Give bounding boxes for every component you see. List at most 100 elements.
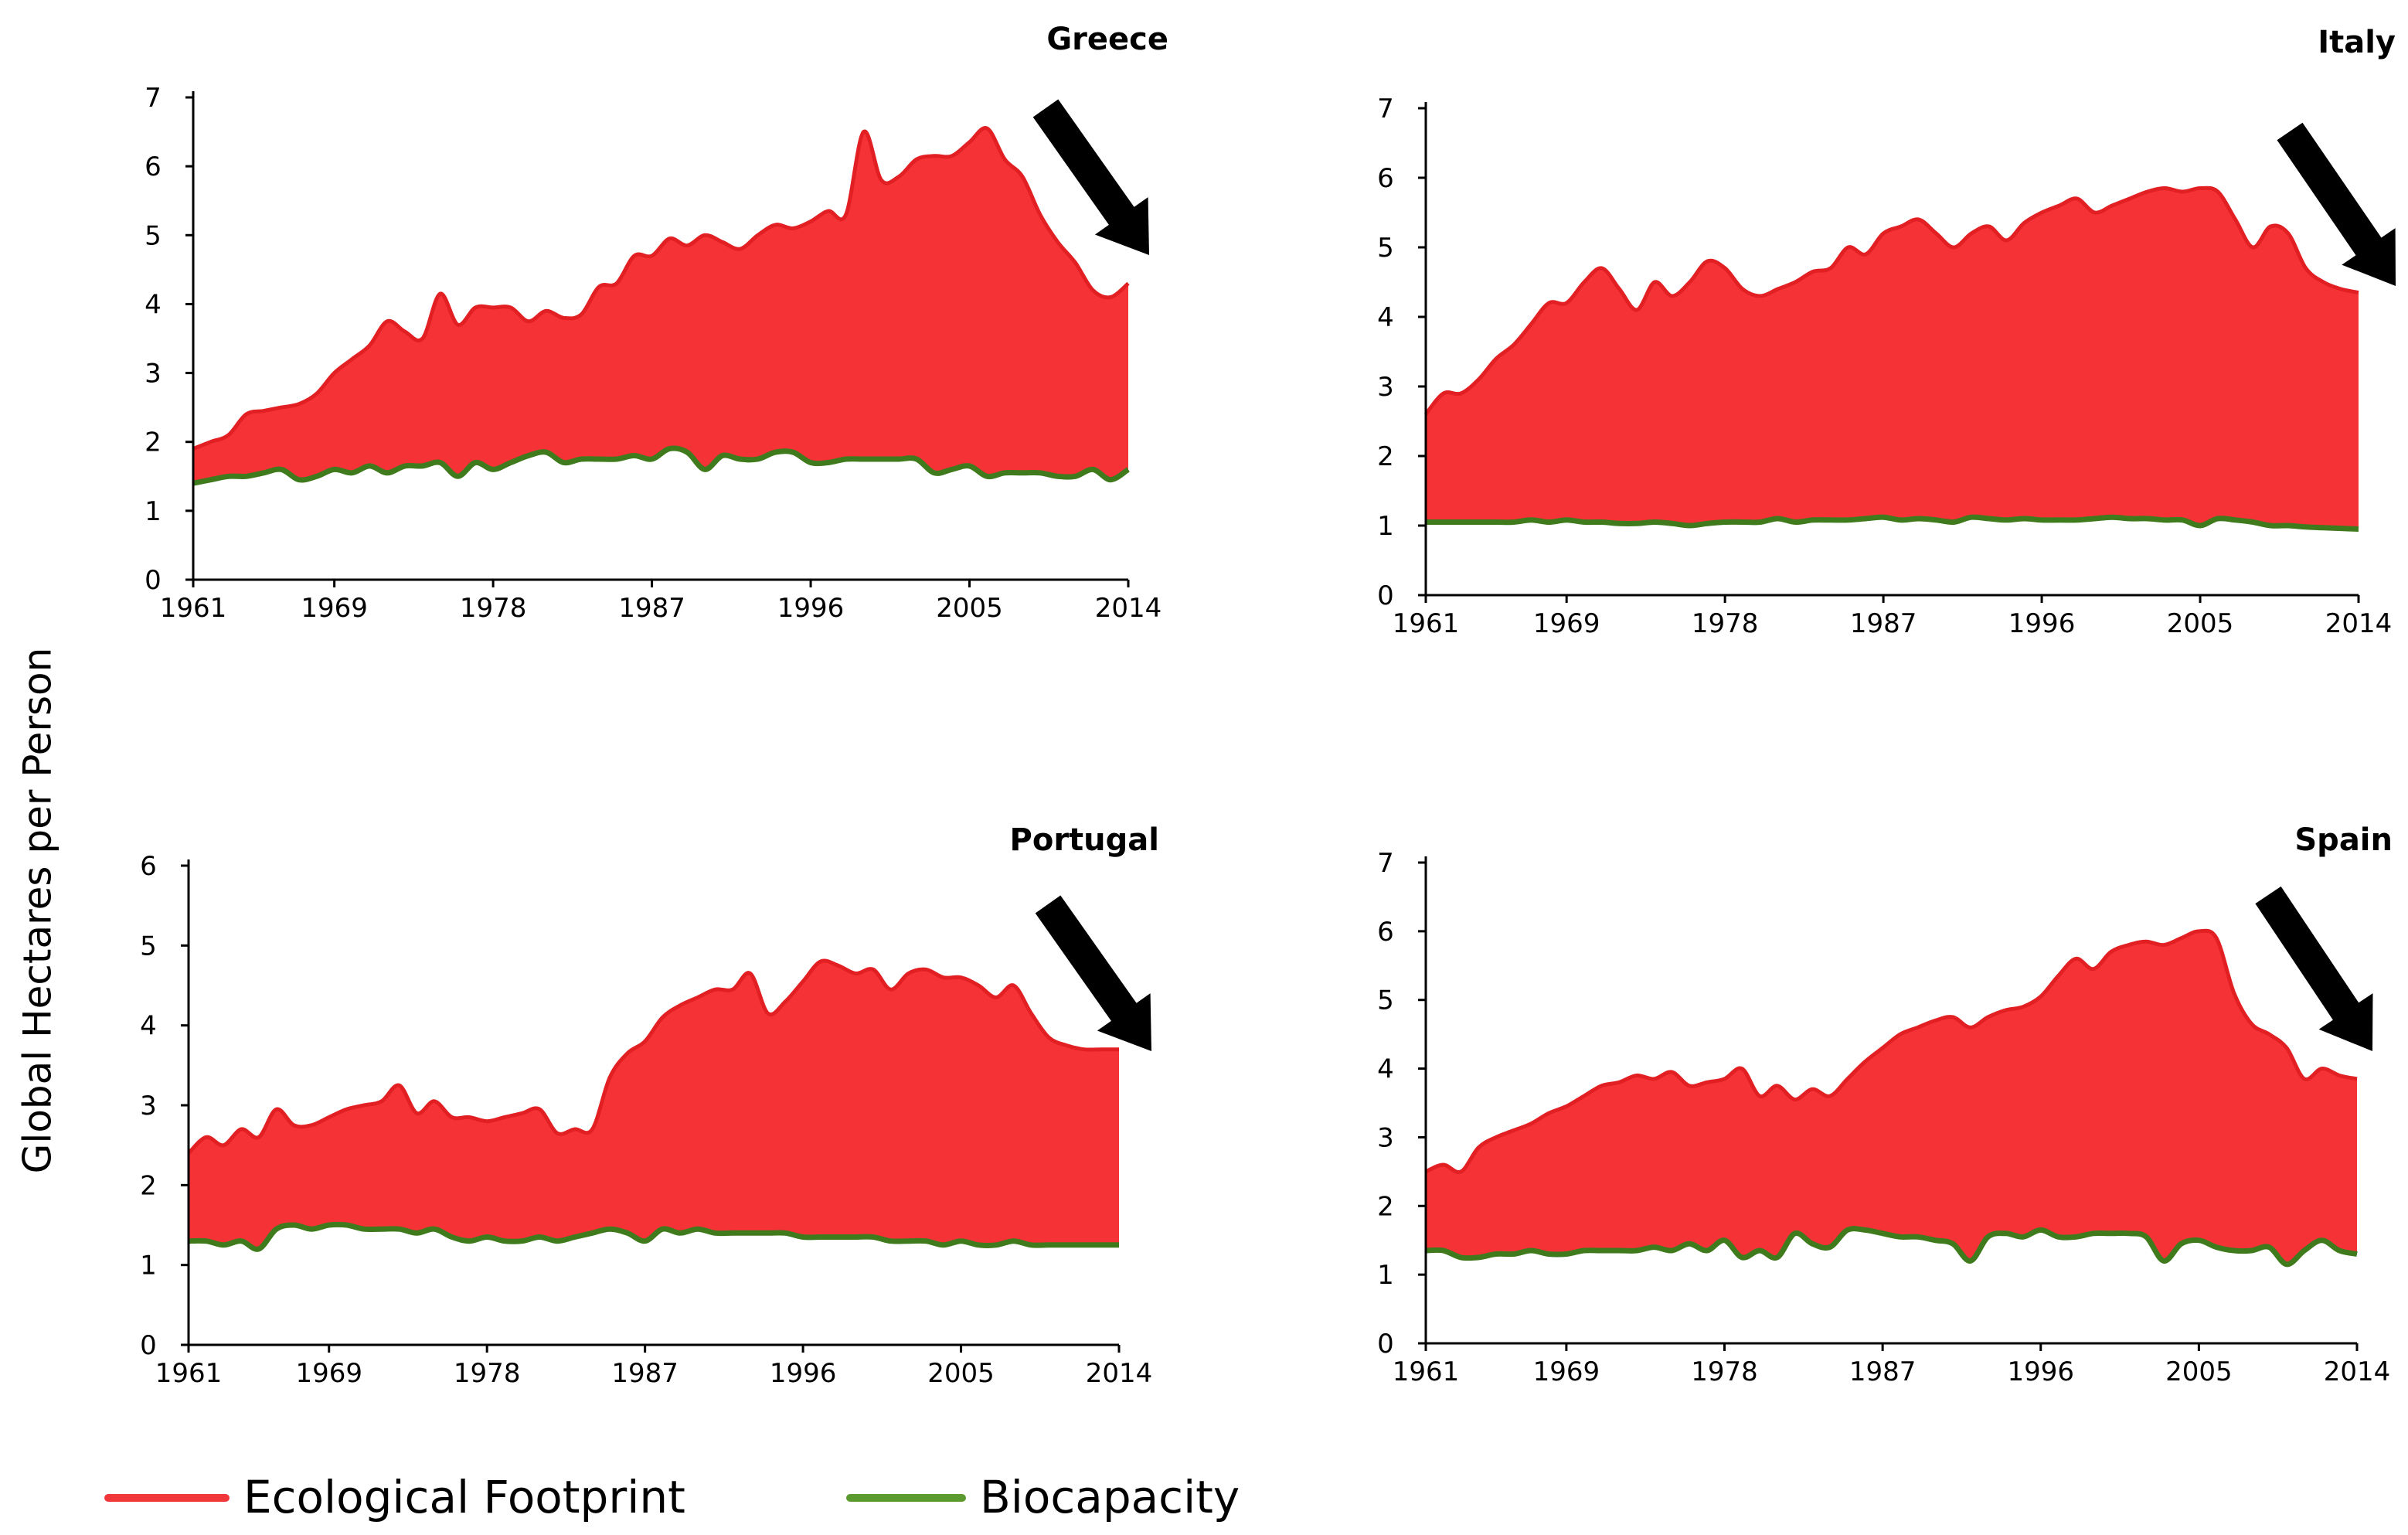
down-arrow-icon (1032, 99, 1149, 255)
bc-point-1973 (398, 1228, 400, 1230)
ef-point-1975 (439, 293, 441, 295)
ef-point-2010 (2287, 233, 2289, 235)
ef-point-1997 (2058, 205, 2060, 207)
bc-point-1988 (668, 448, 671, 450)
ef-point-1966 (281, 407, 283, 409)
ef-point-1971 (363, 1104, 366, 1107)
bc-point-1964 (1478, 521, 1480, 523)
ef-point-1964 (1478, 379, 1480, 381)
bc-point-1977 (474, 461, 477, 464)
bc-point-1989 (686, 451, 689, 454)
ef-point-2004 (951, 155, 953, 157)
bc-point-1990 (1935, 519, 1937, 521)
ef-point-1985 (1847, 247, 1849, 249)
bc-point-1972 (380, 1228, 383, 1230)
bc-point-1993 (757, 458, 759, 461)
footprint-area-portugal (189, 960, 1119, 1250)
ef-point-1985 (609, 1076, 611, 1078)
bc-point-2003 (925, 1240, 927, 1242)
ef-point-1998 (837, 965, 839, 967)
bc-point-1971 (363, 1228, 366, 1230)
y-tick-label: 1 (1377, 1260, 1394, 1291)
ef-point-2010 (1048, 1036, 1050, 1039)
y-tick-label: 3 (1377, 372, 1394, 403)
bc-point-1994 (774, 451, 777, 454)
bc-point-2006 (986, 475, 988, 478)
bc-point-1985 (615, 458, 617, 461)
bc-point-1980 (527, 454, 529, 457)
bc-point-1988 (662, 1228, 664, 1230)
ef-point-1987 (651, 255, 653, 257)
ef-point-1976 (451, 1116, 453, 1118)
bc-point-1974 (1654, 521, 1656, 523)
down-arrow-icon (2255, 886, 2373, 1051)
ef-point-1992 (1969, 1026, 1971, 1029)
ef-point-2014 (2358, 291, 2360, 294)
ef-point-2012 (1083, 1048, 1085, 1050)
y-tick-label: 0 (1377, 1329, 1394, 1360)
ef-point-1997 (819, 961, 821, 963)
bc-point-1999 (862, 458, 865, 461)
ef-point-1963 (223, 1144, 225, 1146)
ef-point-2014 (1118, 1048, 1121, 1050)
ef-point-1989 (1917, 219, 1920, 221)
bc-point-1965 (257, 1248, 260, 1251)
bc-point-1994 (2005, 1232, 2007, 1234)
bc-point-1996 (2041, 519, 2043, 521)
ef-point-2001 (898, 175, 900, 178)
bc-point-1991 (721, 454, 723, 457)
bc-point-2009 (2268, 1246, 2270, 1248)
bc-point-1976 (457, 475, 459, 478)
x-tick-label: 2014 (1086, 1358, 1153, 1389)
bc-point-1968 (1548, 521, 1550, 523)
bc-point-1991 (1953, 521, 1955, 523)
ef-point-1987 (1882, 1047, 1884, 1049)
ef-point-1967 (1530, 1122, 1532, 1125)
bc-point-2007 (2233, 1250, 2235, 1252)
x-tick-label: 1987 (1849, 1356, 1917, 1387)
ef-point-1984 (591, 1128, 593, 1131)
ef-point-2013 (2338, 1074, 2341, 1077)
ef-point-2003 (2164, 187, 2166, 189)
bc-point-2003 (933, 471, 935, 474)
bc-point-1995 (2022, 1236, 2025, 1238)
x-tick-label: 1969 (301, 593, 368, 624)
bc-point-1962 (1442, 521, 1444, 523)
ef-point-1972 (1618, 288, 1621, 291)
ef-point-1970 (351, 358, 353, 360)
ef-point-1986 (626, 1052, 628, 1054)
bc-point-1998 (845, 458, 847, 461)
ef-point-1966 (275, 1108, 277, 1111)
bc-point-1975 (1671, 1250, 1673, 1252)
ef-point-1965 (1495, 358, 1498, 360)
bc-point-1986 (626, 1232, 628, 1234)
bc-point-2006 (2216, 518, 2219, 520)
ef-point-1979 (503, 1116, 505, 1118)
bc-point-1976 (1689, 1243, 1691, 1245)
bc-point-2011 (1065, 1244, 1067, 1246)
bc-point-2007 (1004, 471, 1006, 474)
ef-point-1987 (644, 1040, 646, 1043)
x-tick-label: 1978 (1691, 1356, 1758, 1387)
x-tick-label: 1961 (1393, 608, 1460, 639)
ef-point-2004 (2180, 937, 2182, 939)
bc-point-1978 (1724, 521, 1726, 523)
bc-point-1964 (245, 475, 247, 478)
ef-point-1993 (749, 972, 751, 975)
ef-point-1998 (2075, 958, 2077, 960)
y-tick-label: 4 (1377, 302, 1394, 333)
bc-point-2010 (1056, 475, 1059, 478)
ef-point-1977 (1706, 1081, 1708, 1084)
bc-point-1999 (2092, 1232, 2094, 1234)
footprint-area-greece (193, 128, 1128, 484)
ef-point-2001 (889, 989, 892, 991)
ef-point-1971 (1600, 267, 1603, 270)
bc-point-1986 (633, 454, 635, 457)
ef-point-2000 (2111, 205, 2114, 207)
x-tick-label: 1961 (1393, 1356, 1460, 1387)
ef-point-1965 (1495, 1136, 1497, 1138)
bc-point-2005 (2199, 525, 2202, 527)
ef-point-1999 (855, 972, 857, 975)
ef-point-1990 (1935, 233, 1937, 235)
down-arrow-icon (2277, 122, 2396, 286)
